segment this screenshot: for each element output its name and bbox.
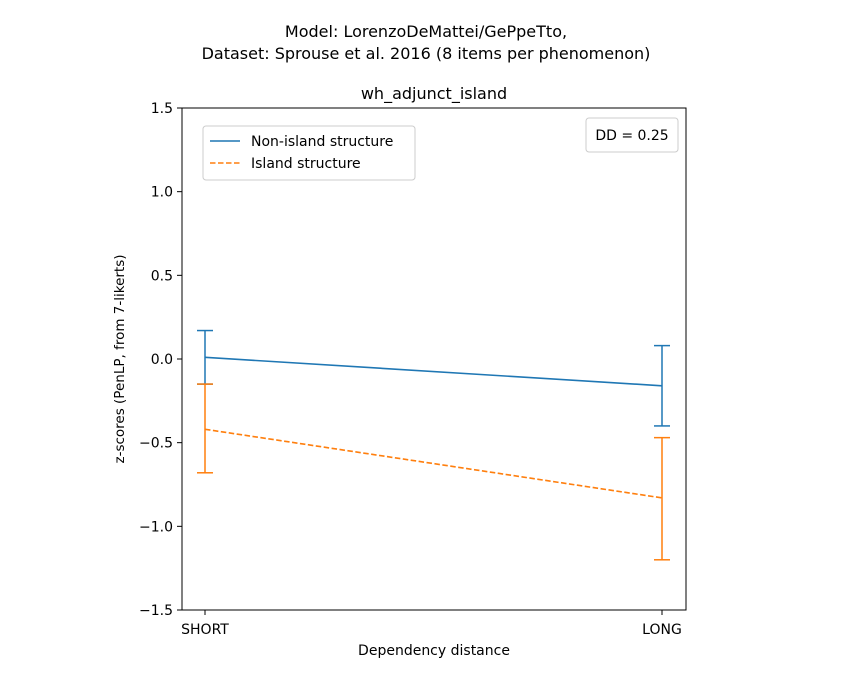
chart-suptitle-line1: Model: LorenzoDeMattei/GePpeTto, (285, 22, 567, 41)
y-tick-label: −1.5 (139, 603, 173, 619)
chart-suptitle-line2: Dataset: Sprouse et al. 2016 (8 items pe… (202, 44, 651, 63)
y-tick-label: 1.0 (151, 185, 173, 201)
series-island (197, 383, 670, 561)
series-non-island (197, 329, 670, 427)
chart-title: wh_adjunct_island (361, 84, 507, 104)
y-tick-label: 0.5 (151, 268, 173, 284)
x-tick-label-short: SHORT (181, 622, 229, 638)
dd-annotation-frame (585, 117, 679, 153)
legend-frame (202, 125, 416, 181)
y-tick-label: 0.0 (151, 352, 173, 368)
y-tick-label: −1.0 (139, 519, 173, 535)
plot-area-frame (181, 107, 687, 611)
series-line-non-island (204, 356, 663, 387)
y-tick-label: −0.5 (139, 436, 173, 452)
legend: Non-island structure Island structure (202, 125, 416, 181)
x-tick-label-long: LONG (642, 622, 682, 638)
y-tick-label: 1.5 (151, 101, 173, 117)
x-axis-label: Dependency distance (358, 643, 510, 659)
legend-label-island: Island structure (251, 156, 361, 172)
dd-annotation-text: DD = 0.25 (595, 128, 668, 144)
legend-label-non-island: Non-island structure (251, 134, 393, 150)
y-axis-label: z-scores (PenLP, from 7-likerts) (112, 254, 128, 463)
dd-annotation-box: DD = 0.25 (585, 117, 679, 153)
series-line-island (204, 428, 663, 499)
